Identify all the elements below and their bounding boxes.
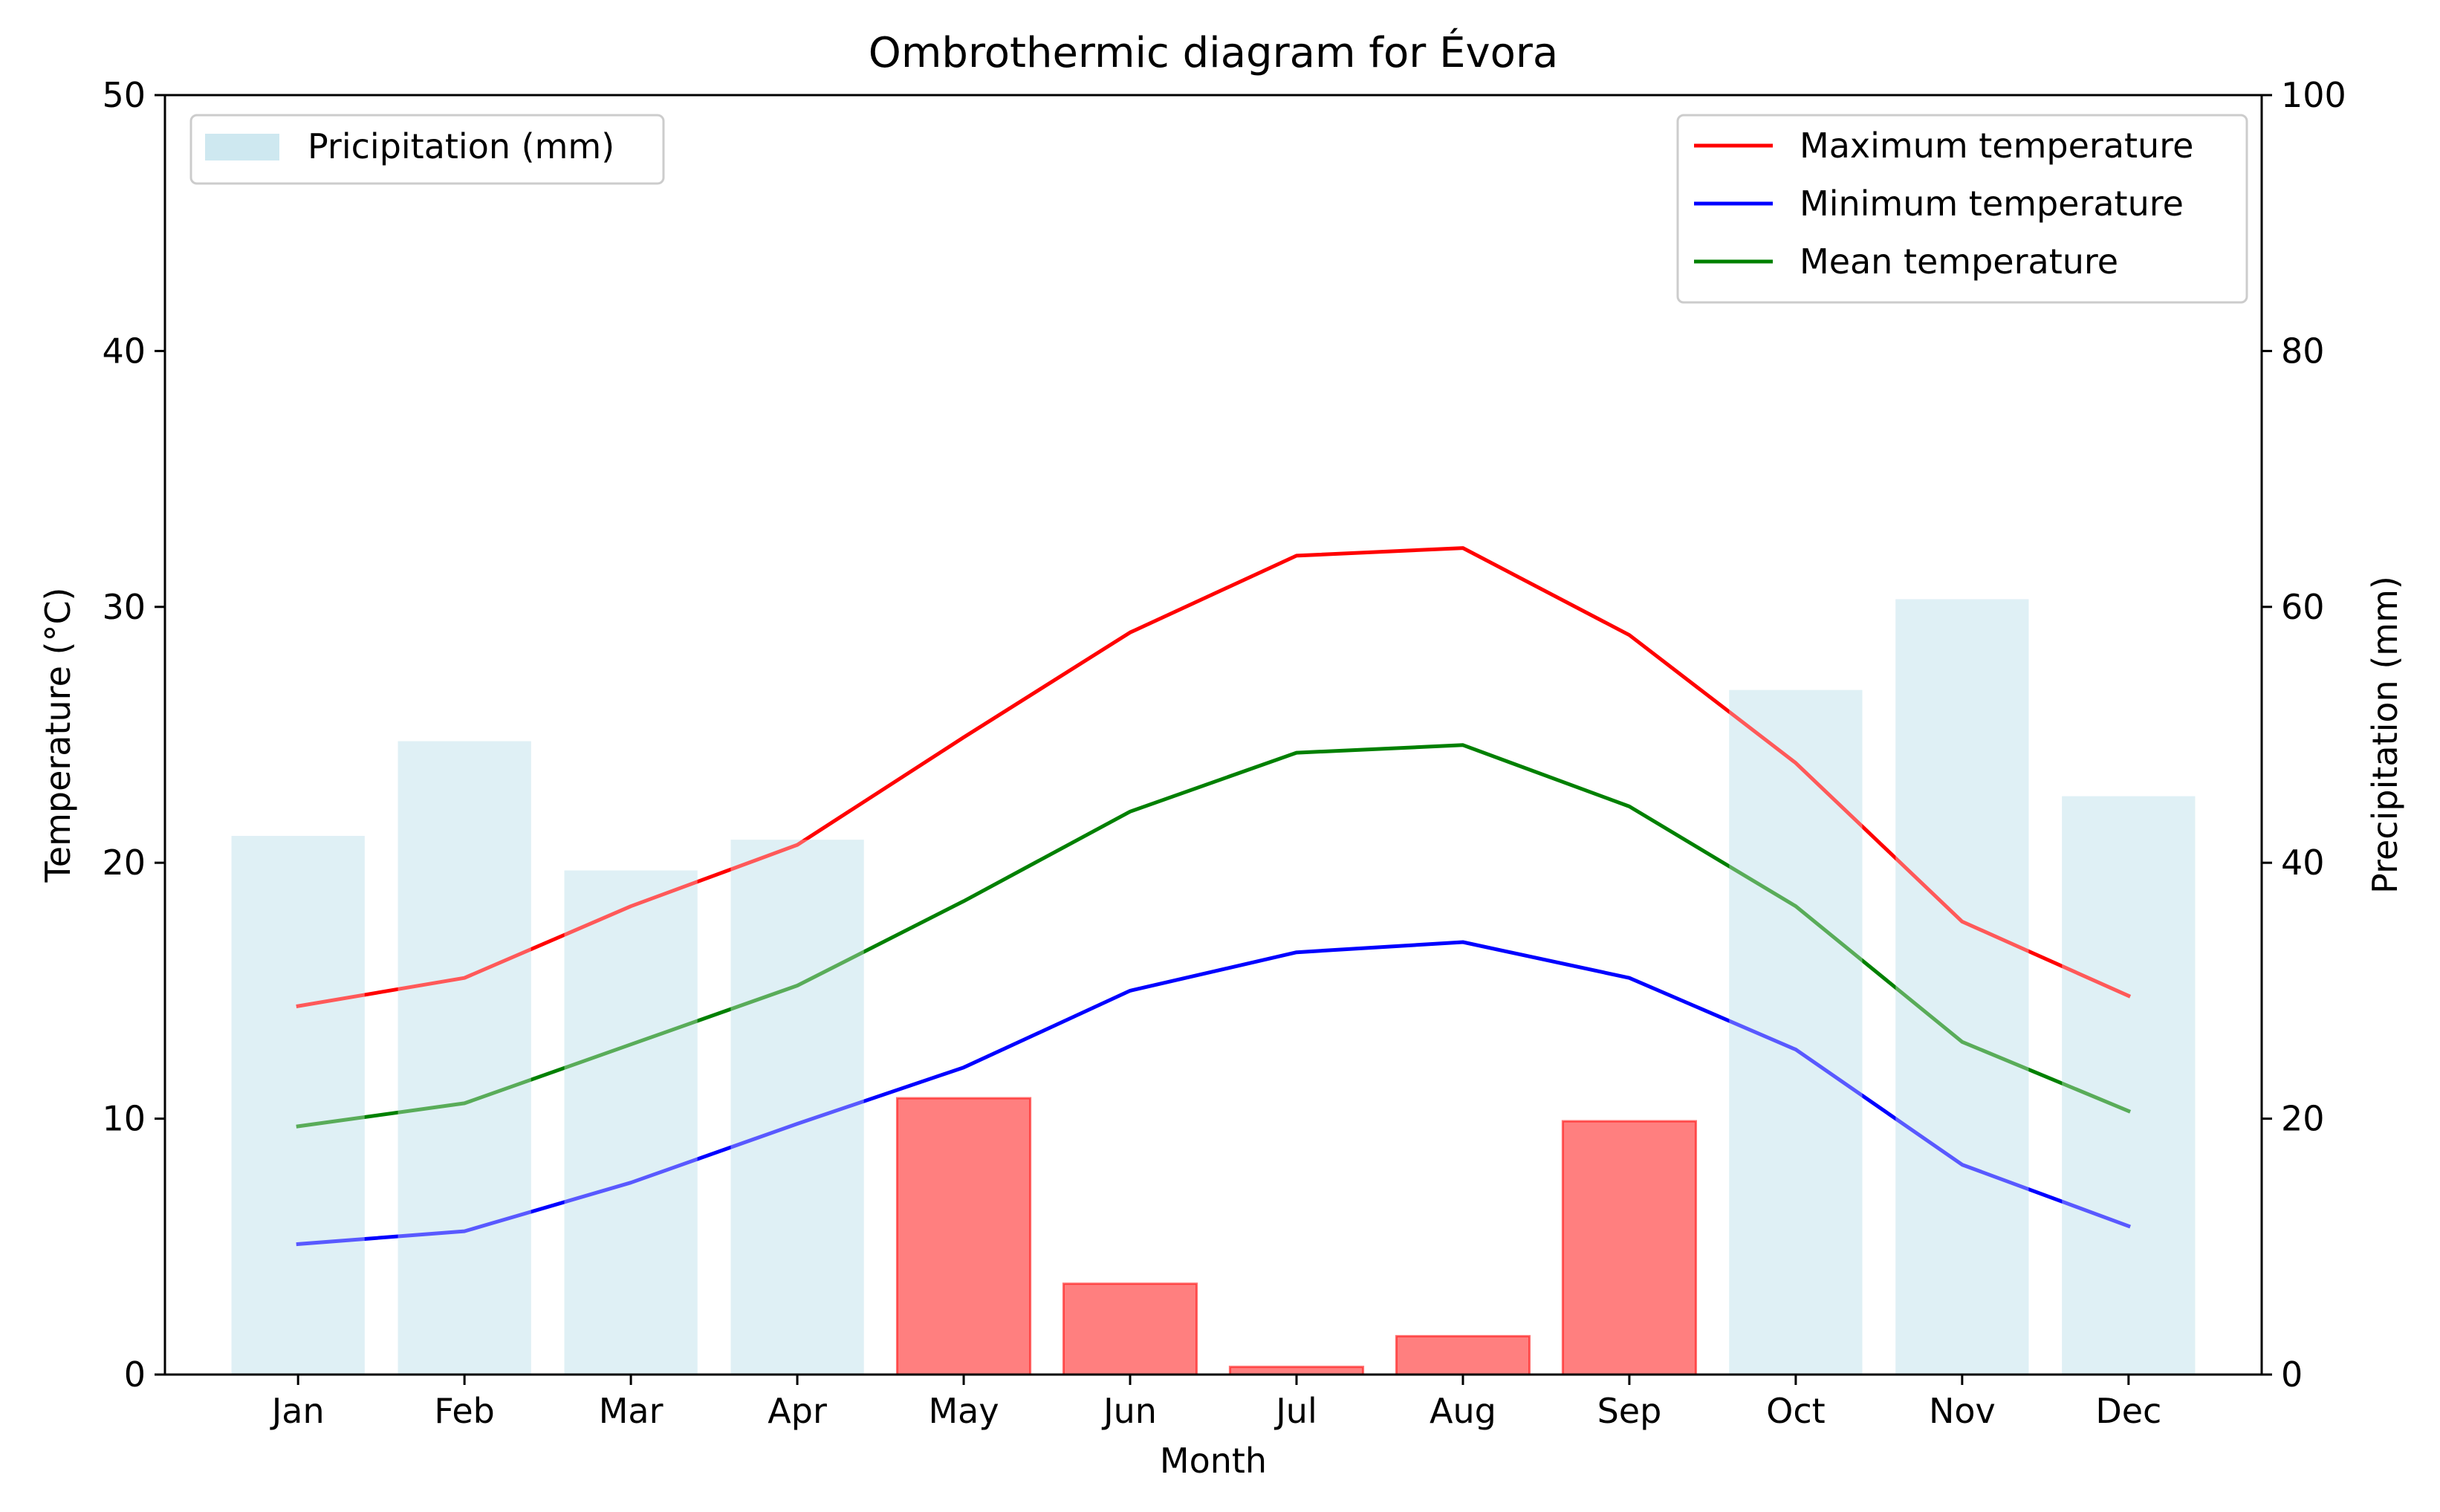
- x-tick-label-jan: Jan: [270, 1391, 325, 1431]
- legend-label-precipitation: Pricipitation (mm): [308, 126, 614, 166]
- x-tick-label-jul: Jul: [1273, 1391, 1317, 1431]
- precip-bar-may: [895, 1097, 1032, 1376]
- precip-bar-overlay-jan: [231, 836, 365, 1375]
- precip-bar-mar: [564, 870, 698, 1375]
- y-left-tick-label-20: 20: [102, 843, 146, 883]
- line-minimum-temperature: [296, 940, 2132, 1247]
- legend-label-maximum-temperature: Maximum temperature: [1800, 126, 2193, 166]
- y-right-tick-label-40: 40: [2281, 843, 2325, 883]
- y-right-tick-label-60: 60: [2281, 587, 2325, 627]
- precip-bar-jan: [231, 836, 365, 1375]
- y-axis-label-left: Temperature (°C): [38, 587, 78, 883]
- axes: [155, 94, 2272, 1385]
- precipitation-bars: [231, 599, 2196, 1376]
- line-maximum-temperature: [296, 546, 2132, 1008]
- x-tick-label-apr: Apr: [768, 1391, 827, 1431]
- y-left-tick-label-50: 50: [102, 75, 146, 115]
- precip-bar-overlay-feb: [398, 741, 531, 1375]
- x-tick-label-may: May: [928, 1391, 999, 1431]
- precip-bar-overlay-nov: [1895, 599, 2029, 1375]
- legend-swatch-precipitation: [205, 134, 279, 160]
- y-axis-label-right: Precipitation (mm): [2365, 576, 2405, 894]
- y-right-tick-label-0: 0: [2281, 1354, 2303, 1395]
- legends: Pricipitation (mm) Maximum temperature Min…: [189, 114, 2248, 304]
- x-tick-label-dec: Dec: [2095, 1391, 2161, 1431]
- precip-bar-jul: [1228, 1366, 1365, 1376]
- chart-title: Ombrothermic diagram for Évora: [869, 29, 1558, 77]
- y-left-tick-label-40: 40: [102, 331, 146, 371]
- y-right-tick-label-80: 80: [2281, 331, 2325, 371]
- precip-bar-jun: [1062, 1282, 1198, 1376]
- temperature-lines: [296, 546, 2132, 1247]
- precip-bar-nov: [1895, 599, 2029, 1375]
- y-left-tick-label-30: 30: [102, 587, 146, 627]
- plot-frame: [163, 94, 2263, 1376]
- legend-label-minimum-temperature: Minimum temperature: [1800, 184, 2184, 224]
- chart-labels: Jan Feb Mar Apr May Jun Jul Aug Sep Oct Nov Dec 0 10 2…: [38, 29, 2405, 1481]
- x-tick-label-jun: Jun: [1101, 1391, 1157, 1431]
- line-mean-temperature: [296, 743, 2132, 1129]
- precip-bar-dec: [2062, 796, 2196, 1375]
- x-axis-label: Month: [1160, 1441, 1267, 1481]
- precip-bar-sep: [1561, 1120, 1698, 1376]
- x-tick-label-nov: Nov: [1929, 1391, 1996, 1431]
- precip-bar-aug: [1395, 1334, 1531, 1376]
- x-tick-label-feb: Feb: [434, 1391, 494, 1431]
- x-tick-label-mar: Mar: [599, 1391, 663, 1431]
- y-left-tick-label-0: 0: [124, 1354, 146, 1395]
- x-tick-label-sep: Sep: [1597, 1391, 1662, 1431]
- x-tick-label-aug: Aug: [1430, 1391, 1496, 1431]
- y-right-tick-label-100: 100: [2281, 75, 2346, 115]
- legend-box: [189, 114, 665, 185]
- y-left-tick-label-10: 10: [102, 1099, 146, 1139]
- precip-bar-overlay-dec: [2062, 796, 2196, 1375]
- legend-label-mean-temperature: Mean temperature: [1800, 241, 2118, 282]
- legend-precipitation: Pricipitation (mm): [189, 114, 665, 185]
- bar-overlays: [231, 599, 2196, 1375]
- legend-temperature: Maximum temperature Minimum temperature Me…: [1676, 114, 2248, 304]
- precip-bar-overlay-apr: [730, 840, 864, 1375]
- legend-box: [1676, 114, 2248, 304]
- x-tick-label-oct: Oct: [1766, 1391, 1826, 1431]
- precip-bar-overlay-oct: [1729, 690, 1863, 1375]
- precip-bar-feb: [398, 741, 531, 1375]
- precip-bar-overlay-mar: [564, 870, 698, 1375]
- y-right-tick-label-20: 20: [2281, 1099, 2325, 1139]
